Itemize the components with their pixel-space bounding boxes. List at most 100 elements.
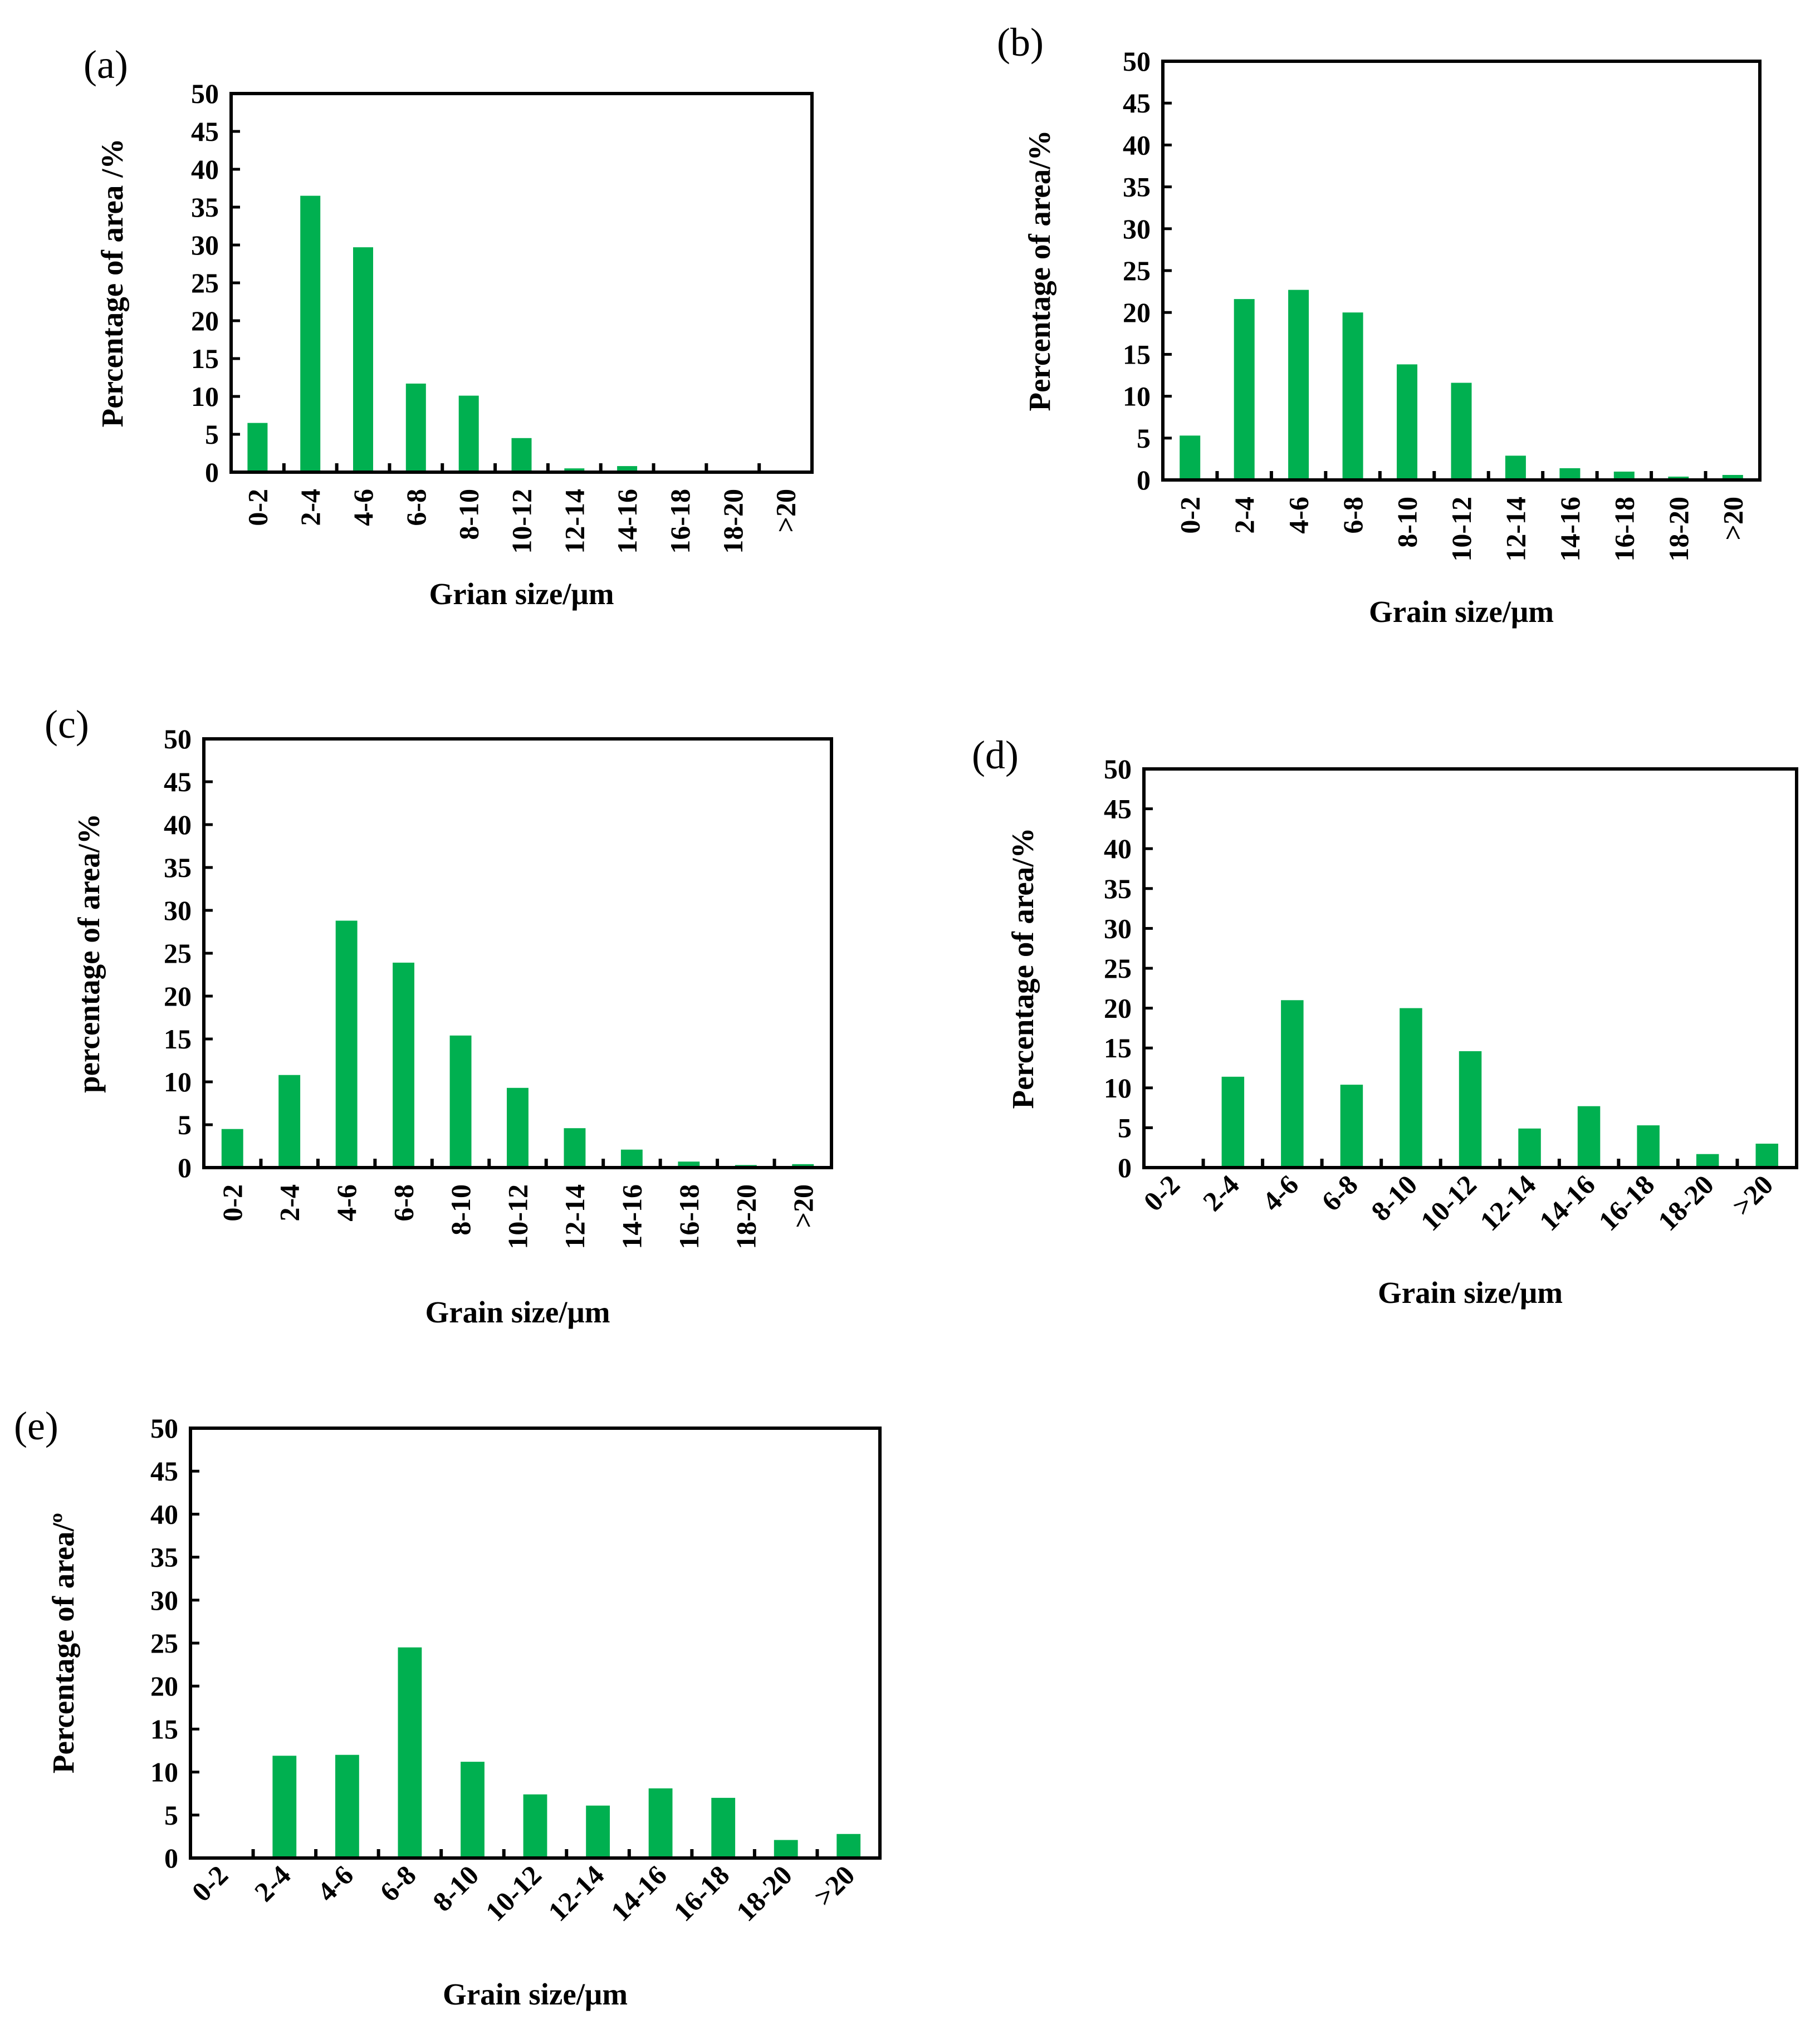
x-tick-label: 14-16 bbox=[616, 1184, 647, 1249]
x-tick-label: 8-10 bbox=[1365, 1169, 1423, 1227]
chart-panel-c: 0 5 10 15 20 25 30 35 40 45 50 0-2 2-4 4-6 6-8 8-10 10-1… bbox=[45, 702, 833, 1329]
y-tick-label: 10 bbox=[150, 1757, 178, 1788]
bar-10-12 bbox=[523, 1794, 547, 1858]
x-tick-label: >20 bbox=[1717, 497, 1748, 541]
bar-6-8 bbox=[1342, 312, 1363, 480]
x-tick-label: 12-14 bbox=[1474, 1169, 1542, 1237]
panel-label: (d) bbox=[972, 733, 1019, 777]
y-tick-label: 45 bbox=[150, 1455, 178, 1487]
y-tick-label: 20 bbox=[150, 1670, 178, 1702]
bar-0-2 bbox=[221, 1129, 243, 1168]
y-tick-label: 30 bbox=[1104, 913, 1132, 944]
bar-12-14 bbox=[586, 1805, 610, 1858]
y-tick-label: 25 bbox=[1123, 255, 1151, 286]
bar-6-8 bbox=[1340, 1085, 1363, 1168]
bar->20 bbox=[792, 1164, 814, 1168]
y-tick-label: 0 bbox=[164, 1842, 178, 1874]
x-tick-label: 2-4 bbox=[248, 1859, 297, 1908]
y-tick-label: 20 bbox=[191, 305, 219, 336]
y-tick-label: 40 bbox=[1123, 129, 1151, 160]
bar-10-12 bbox=[507, 1087, 529, 1168]
x-tick-label: 18-20 bbox=[1663, 497, 1694, 562]
bar-4-6 bbox=[353, 247, 373, 472]
y-tick-label: 25 bbox=[164, 938, 192, 969]
x-tick-label: >20 bbox=[1726, 1169, 1779, 1222]
y-tick-label: 15 bbox=[150, 1713, 178, 1744]
bar-12-14 bbox=[564, 468, 585, 472]
x-tick-label: >20 bbox=[770, 489, 801, 533]
y-tick-label: 25 bbox=[150, 1628, 178, 1659]
bar-6-8 bbox=[393, 962, 414, 1168]
y-tick-label: 50 bbox=[191, 78, 219, 109]
panel-label: (c) bbox=[45, 702, 89, 747]
y-tick-label: 30 bbox=[191, 229, 219, 261]
y-tick-label: 40 bbox=[150, 1498, 178, 1530]
y-tick-label: 0 bbox=[1137, 464, 1151, 496]
y-tick-label: 50 bbox=[1104, 753, 1132, 785]
chart-panel-e: 0 5 10 15 20 25 30 35 40 45 50 0-2 2-4 4-6 6-8 8-1010-1… bbox=[14, 1404, 882, 2011]
x-tick-label: 6-8 bbox=[388, 1184, 419, 1222]
y-tick-label: 35 bbox=[1104, 873, 1132, 904]
bar-12-14 bbox=[1505, 455, 1526, 480]
panel-label: (e) bbox=[14, 1404, 58, 1448]
bar-16-18 bbox=[1613, 472, 1635, 480]
y-axis-title: Percentage of area/º bbox=[46, 1513, 80, 1773]
x-tick-label: 16-18 bbox=[667, 1859, 735, 1927]
bar->20 bbox=[1755, 1144, 1778, 1168]
x-tick-label: 4-6 bbox=[1283, 497, 1314, 534]
y-tick-label: 10 bbox=[1123, 381, 1151, 412]
x-tick-label: 2-4 bbox=[1197, 1169, 1245, 1217]
bar-8-10 bbox=[449, 1035, 472, 1168]
x-tick-label: 12-14 bbox=[542, 1859, 610, 1927]
y-tick-label: 30 bbox=[164, 895, 192, 926]
y-tick-label: 20 bbox=[1104, 993, 1132, 1024]
bar-6-8 bbox=[398, 1647, 422, 1858]
x-tick-label: 0-2 bbox=[242, 489, 273, 526]
bar->20 bbox=[1722, 475, 1743, 480]
bar-10-12 bbox=[1451, 383, 1472, 480]
x-tick-label: 18-20 bbox=[717, 489, 748, 554]
bar-8-10 bbox=[1400, 1008, 1422, 1168]
x-tick-label: 4-6 bbox=[348, 489, 379, 526]
y-axis-title: percentage of area/% bbox=[72, 813, 106, 1093]
y-tick-label: 10 bbox=[164, 1066, 192, 1097]
x-tick-label: 14-16 bbox=[605, 1859, 673, 1927]
bar-18-20 bbox=[1696, 1154, 1719, 1168]
y-tick-label: 30 bbox=[1123, 213, 1151, 244]
x-tick-label: 4-6 bbox=[311, 1859, 359, 1908]
y-tick-label: 50 bbox=[1123, 46, 1151, 77]
bar-2-4 bbox=[1221, 1076, 1245, 1168]
bar-16-18 bbox=[678, 1161, 700, 1168]
y-tick-label: 35 bbox=[164, 852, 192, 883]
bar-4-6 bbox=[1281, 1000, 1304, 1168]
y-tick-label: 10 bbox=[191, 381, 219, 412]
y-tick-label: 25 bbox=[191, 267, 219, 298]
x-tick-label: 18-20 bbox=[730, 1859, 798, 1927]
y-tick-label: 30 bbox=[150, 1585, 178, 1616]
y-tick-label: 20 bbox=[1123, 297, 1151, 328]
x-tick-label: 8-10 bbox=[427, 1859, 485, 1917]
x-tick-label: 14-16 bbox=[1554, 497, 1586, 562]
bar-8-10 bbox=[458, 395, 479, 472]
x-tick-label: 10-12 bbox=[480, 1859, 547, 1927]
panel-label: (a) bbox=[84, 42, 128, 87]
x-tick-label: 18-20 bbox=[730, 1184, 761, 1249]
x-tick-label: 6-8 bbox=[374, 1859, 422, 1908]
bar-2-4 bbox=[300, 195, 321, 472]
y-tick-label: 50 bbox=[150, 1413, 178, 1444]
bar-12-14 bbox=[1518, 1128, 1541, 1168]
x-tick-label: >20 bbox=[808, 1859, 860, 1912]
bar-14-16 bbox=[1559, 468, 1581, 480]
x-tick-label: 2-4 bbox=[1229, 497, 1260, 534]
y-tick-label: 15 bbox=[1104, 1032, 1132, 1063]
x-tick-label: 6-8 bbox=[400, 489, 432, 526]
x-axis-title: Grain size/μm bbox=[1369, 595, 1554, 629]
y-tick-label: 15 bbox=[191, 343, 219, 374]
y-tick-label: 15 bbox=[1123, 339, 1151, 370]
bar-8-10 bbox=[461, 1762, 485, 1858]
y-tick-label: 35 bbox=[150, 1542, 178, 1573]
y-tick-label: 35 bbox=[191, 192, 219, 223]
bar-8-10 bbox=[1397, 364, 1417, 480]
y-tick-label: 0 bbox=[1118, 1152, 1132, 1183]
